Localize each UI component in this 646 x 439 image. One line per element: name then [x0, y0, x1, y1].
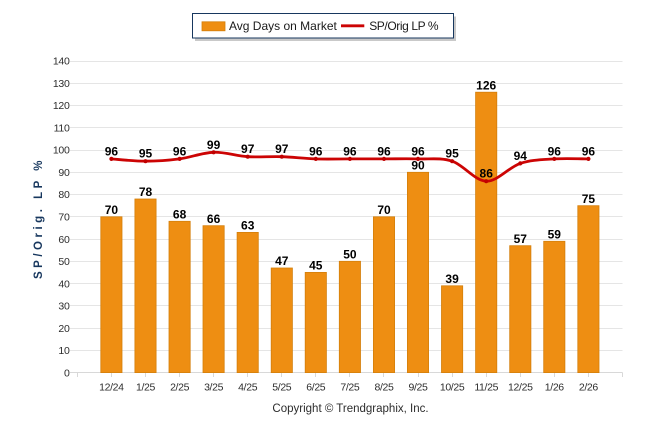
svg-text:140: 140 [53, 56, 70, 68]
svg-text:Avg Days on Market: Avg Days on Market [229, 19, 337, 33]
svg-text:2/26: 2/26 [579, 382, 599, 394]
svg-text:96: 96 [582, 144, 596, 158]
svg-text:75: 75 [582, 192, 596, 206]
svg-text:20: 20 [58, 323, 70, 335]
svg-text:96: 96 [377, 144, 391, 158]
svg-text:86: 86 [480, 167, 494, 181]
svg-text:95: 95 [139, 147, 153, 161]
svg-text:70: 70 [105, 203, 119, 217]
svg-text:63: 63 [241, 219, 255, 233]
svg-text:95: 95 [445, 147, 459, 161]
svg-text:47: 47 [275, 254, 289, 268]
svg-text:130: 130 [53, 78, 70, 90]
svg-text:94: 94 [514, 149, 528, 163]
svg-text:66: 66 [207, 212, 221, 226]
svg-text:Copyright © Trendgraphix, Inc.: Copyright © Trendgraphix, Inc. [272, 403, 428, 415]
svg-text:SP/Orig. LP %: SP/Orig. LP % [33, 157, 45, 279]
svg-text:90: 90 [411, 159, 425, 173]
svg-text:80: 80 [58, 189, 70, 201]
svg-text:70: 70 [58, 212, 70, 224]
svg-text:10: 10 [58, 345, 70, 357]
svg-text:8/25: 8/25 [374, 382, 394, 394]
svg-text:96: 96 [548, 144, 562, 158]
svg-text:57: 57 [514, 232, 528, 246]
svg-text:11/25: 11/25 [474, 382, 498, 394]
svg-text:12/25: 12/25 [508, 382, 533, 394]
svg-text:96: 96 [343, 144, 357, 158]
svg-text:70: 70 [377, 203, 391, 217]
svg-text:50: 50 [58, 256, 70, 268]
svg-text:96: 96 [411, 144, 425, 158]
svg-text:1/26: 1/26 [545, 382, 565, 394]
svg-text:97: 97 [241, 142, 255, 156]
svg-text:12/24: 12/24 [99, 382, 124, 394]
svg-text:97: 97 [275, 142, 289, 156]
svg-text:9/25: 9/25 [408, 382, 428, 394]
svg-text:96: 96 [105, 144, 119, 158]
svg-text:7/25: 7/25 [340, 382, 360, 394]
svg-text:68: 68 [173, 208, 187, 222]
svg-text:110: 110 [54, 123, 70, 135]
svg-text:60: 60 [58, 234, 70, 246]
svg-text:96: 96 [309, 144, 323, 158]
svg-text:59: 59 [548, 228, 562, 242]
svg-text:6/25: 6/25 [306, 382, 326, 394]
svg-text:39: 39 [445, 272, 459, 286]
svg-text:45: 45 [309, 259, 323, 273]
svg-text:SP/Orig LP %: SP/Orig LP % [369, 19, 439, 33]
svg-text:99: 99 [207, 138, 221, 152]
svg-text:40: 40 [58, 278, 70, 290]
svg-text:120: 120 [53, 100, 70, 112]
svg-text:1/25: 1/25 [136, 382, 156, 394]
svg-text:4/25: 4/25 [238, 382, 258, 394]
svg-text:3/25: 3/25 [204, 382, 224, 394]
svg-text:96: 96 [173, 144, 187, 158]
svg-text:126: 126 [476, 78, 496, 92]
svg-text:0: 0 [64, 367, 70, 379]
svg-text:30: 30 [58, 301, 70, 313]
svg-text:10/25: 10/25 [440, 382, 465, 394]
svg-text:100: 100 [53, 145, 70, 157]
svg-text:78: 78 [139, 185, 153, 199]
svg-text:2/25: 2/25 [170, 382, 190, 394]
svg-text:90: 90 [58, 167, 70, 179]
svg-text:50: 50 [343, 248, 357, 262]
svg-text:5/25: 5/25 [272, 382, 292, 394]
